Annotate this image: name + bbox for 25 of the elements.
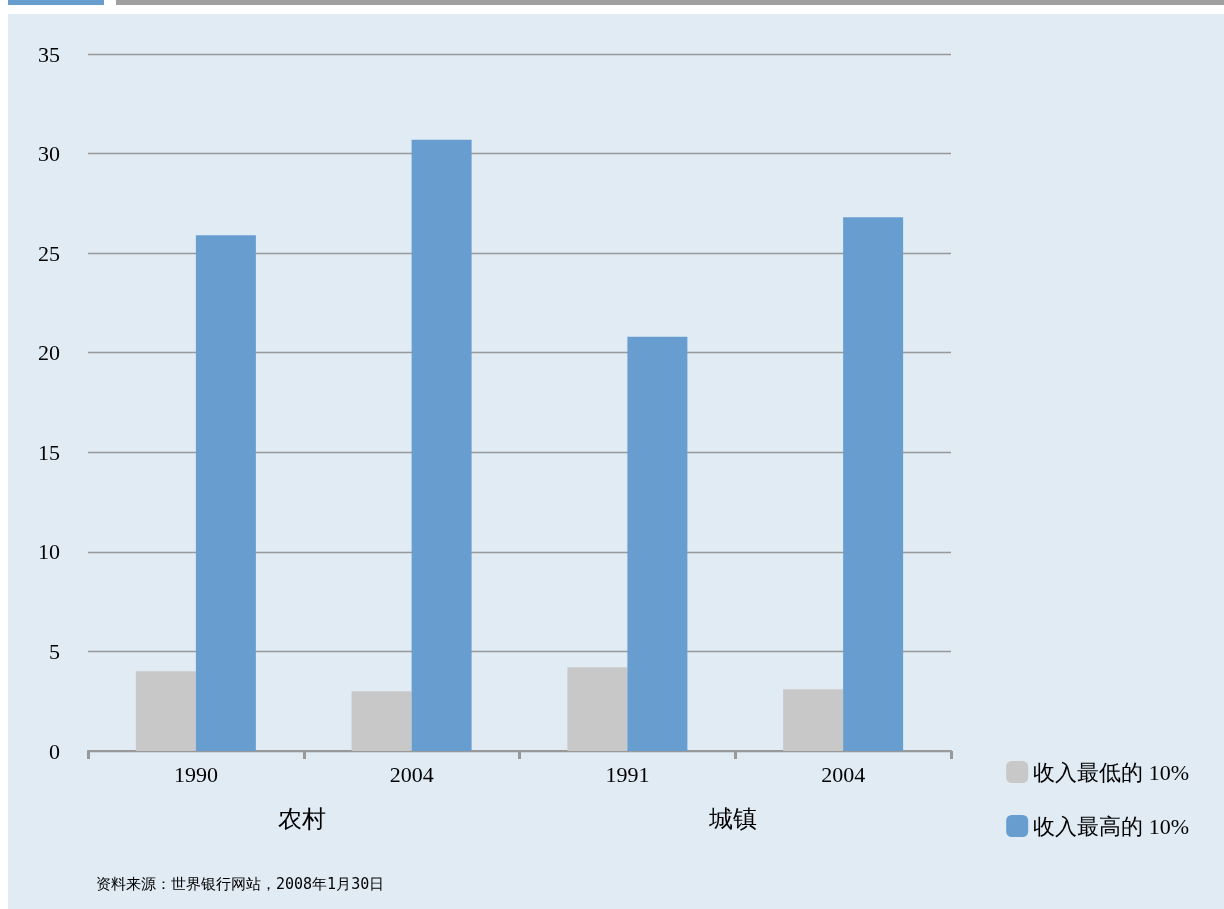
legend-label: 收入最低的 10% — [1033, 759, 1189, 785]
y-tick-label: 10 — [38, 539, 60, 565]
bar — [843, 217, 904, 751]
x-tick-label: 1991 — [605, 761, 650, 787]
bar — [783, 689, 844, 751]
y-tick-label: 15 — [38, 439, 60, 465]
text: 农村 — [277, 806, 326, 832]
bar — [135, 671, 196, 751]
y-tick-label: 0 — [49, 738, 60, 764]
y-tick-label: 25 — [38, 240, 60, 266]
y-tick-label: 35 — [38, 41, 60, 67]
legend-label: 收入最高的 10% — [1033, 813, 1189, 839]
x-tick-label: 2004 — [821, 761, 866, 787]
x-tick-label: 2004 — [389, 761, 434, 787]
x-tick-label: 1990 — [173, 761, 218, 787]
bar — [195, 235, 256, 751]
text: 资料来源：世界银行网站，2008年1月30日 — [96, 874, 385, 893]
y-tick-label: 20 — [38, 340, 60, 366]
text: 城镇 — [708, 806, 758, 832]
bar — [627, 336, 688, 751]
bar — [411, 139, 472, 751]
bar — [351, 691, 412, 751]
y-tick-label: 5 — [49, 638, 60, 664]
bar — [567, 667, 628, 751]
y-tick-label: 30 — [38, 141, 60, 167]
